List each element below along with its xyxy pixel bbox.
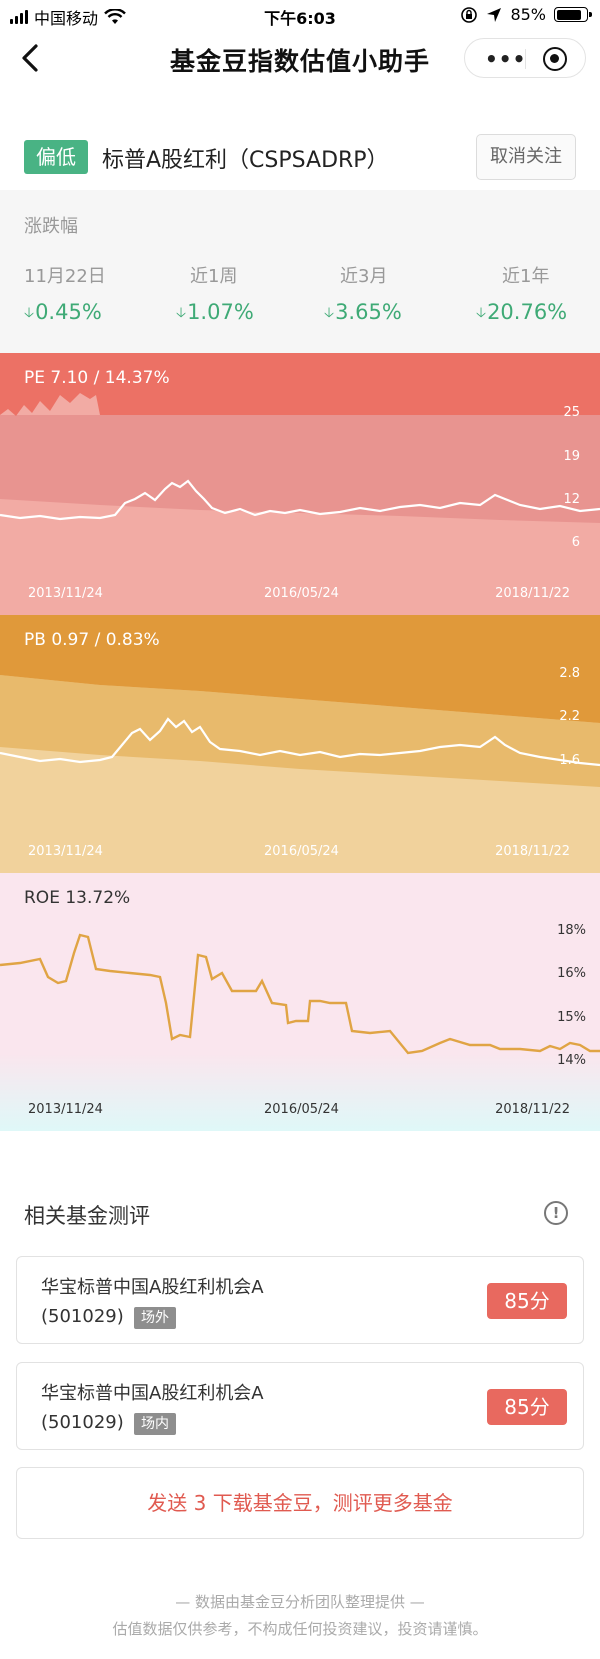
roe-tick: 16% xyxy=(557,966,586,981)
fund-code: (501029) xyxy=(41,1412,124,1433)
fund-card[interactable]: 华宝标普中国A股红利机会A (501029) 场外 85分 xyxy=(16,1256,584,1344)
fund-name: 华宝标普中国A股红利机会A xyxy=(41,1277,264,1298)
pe-line xyxy=(0,479,600,521)
period-label: 近1周 xyxy=(190,266,238,287)
wifi-icon xyxy=(104,9,126,24)
pb-band-top xyxy=(0,615,600,723)
pe-tick: 25 xyxy=(563,405,580,420)
down-arrow-icon: 🡣 xyxy=(176,305,187,321)
roe-line xyxy=(0,933,600,1055)
send-button[interactable]: 发送 3 下载基金豆，测评更多基金 xyxy=(16,1467,584,1539)
pb-tick: 2.2 xyxy=(559,709,580,724)
pe-band-top xyxy=(0,353,600,416)
battery-percent: 85% xyxy=(510,5,546,24)
date-label: 2013/11/24 xyxy=(28,1102,103,1117)
down-arrow-icon: 🡣 xyxy=(476,305,487,321)
index-header: 偏低 标普A股红利（CSPSADRP） 取消关注 xyxy=(0,128,600,188)
pe-tick: 12 xyxy=(563,492,580,507)
footer-credit: — 数据由基金豆分析团队整理提供 — xyxy=(175,1593,425,1611)
location-icon xyxy=(487,7,502,22)
roe-background xyxy=(0,873,600,1131)
down-arrow-icon: 🡣 xyxy=(324,305,335,321)
valuation-badge: 偏低 xyxy=(24,140,88,174)
signal-icon xyxy=(10,10,28,24)
unfollow-button[interactable]: 取消关注 xyxy=(476,134,576,180)
orientation-lock-icon xyxy=(461,6,478,23)
index-name: 标普A股红利（CSPSADRP） xyxy=(102,148,389,173)
period-value: 🡣1.07% xyxy=(176,300,254,324)
fund-market-tag: 场内 xyxy=(134,1413,176,1435)
mini-program-capsule: ••• xyxy=(464,38,586,78)
period-item: 11月22日 🡣0.45% xyxy=(24,262,174,326)
battery-icon xyxy=(554,7,592,22)
date-label: 2013/11/24 xyxy=(28,586,103,601)
pb-tick: 2.8 xyxy=(559,666,580,681)
period-item: 近1年 🡣20.76% xyxy=(476,262,600,326)
date-label: 2016/05/24 xyxy=(264,586,339,601)
roe-tick: 18% xyxy=(557,923,586,938)
roe-chart[interactable]: ROE 13.72% 18% 16% 15% 14% 2013/11/24 20… xyxy=(0,873,600,1131)
more-icon[interactable]: ••• xyxy=(485,47,527,71)
close-miniprogram-icon[interactable] xyxy=(543,47,567,71)
nav-bar: 基金豆指数估值小助手 ••• xyxy=(0,30,600,86)
clock: 下午6:03 xyxy=(264,9,336,28)
period-label: 11月22日 xyxy=(24,266,106,287)
period-item: 近1周 🡣1.07% xyxy=(176,262,326,326)
period-item: 近3月 🡣3.65% xyxy=(324,262,474,326)
pb-label: PB 0.97 / 0.83% xyxy=(24,630,160,650)
period-label: 近3月 xyxy=(340,266,388,287)
carrier-label: 中国移动 xyxy=(34,9,99,28)
fund-score: 85分 xyxy=(487,1283,567,1319)
pe-tick: 6 xyxy=(571,535,580,550)
status-bar: 中国移动 下午6:03 85% xyxy=(0,0,600,30)
pb-chart[interactable]: PB 0.97 / 0.83% 2.8 2.2 1.6 2013/11/24 2… xyxy=(0,615,600,873)
fund-card[interactable]: 华宝标普中国A股红利机会A (501029) 场内 85分 xyxy=(16,1362,584,1450)
pb-line xyxy=(0,717,600,767)
info-icon[interactable]: ! xyxy=(544,1201,568,1225)
pb-band-middle xyxy=(0,675,600,787)
pb-chart-plot xyxy=(0,615,600,873)
date-label: 2018/11/22 xyxy=(495,844,570,859)
date-label: 2018/11/22 xyxy=(495,586,570,601)
down-arrow-icon: 🡣 xyxy=(24,305,35,321)
pe-chart[interactable]: PE 7.10 / 14.37% 25 19 12 6 2013/11/24 2… xyxy=(0,353,600,615)
related-funds-title: 相关基金测评 xyxy=(24,1204,150,1228)
fund-name: 华宝标普中国A股红利机会A xyxy=(41,1383,264,1404)
pb-tick: 1.6 xyxy=(559,753,580,768)
pe-label: PE 7.10 / 14.37% xyxy=(24,368,170,388)
roe-label: ROE 13.72% xyxy=(24,888,131,908)
date-label: 2016/05/24 xyxy=(264,1102,339,1117)
fund-code: (501029) xyxy=(41,1306,124,1327)
fund-score: 85分 xyxy=(487,1389,567,1425)
footer-disclaimer: 估值数据仅供参考，不构成任何投资建议，投资请谨慎。 xyxy=(112,1620,488,1638)
roe-chart-plot xyxy=(0,873,600,1131)
date-label: 2016/05/24 xyxy=(264,844,339,859)
change-label: 涨跌幅 xyxy=(24,216,78,237)
page-title: 基金豆指数估值小助手 xyxy=(169,47,430,76)
change-panel: 涨跌幅 11月22日 🡣0.45% 近1周 🡣1.07% 近3月 🡣3.65% … xyxy=(0,190,600,353)
date-label: 2018/11/22 xyxy=(495,1102,570,1117)
pe-tick: 19 xyxy=(563,449,580,464)
period-value: 🡣3.65% xyxy=(324,300,402,324)
back-icon[interactable] xyxy=(14,40,50,76)
roe-tick: 15% xyxy=(557,1010,586,1025)
period-value: 🡣0.45% xyxy=(24,300,102,324)
period-label: 近1年 xyxy=(502,266,550,287)
roe-tick: 14% xyxy=(557,1053,586,1068)
date-label: 2013/11/24 xyxy=(28,844,103,859)
fund-market-tag: 场外 xyxy=(134,1307,176,1329)
pe-chart-plot xyxy=(0,353,600,615)
period-value: 🡣20.76% xyxy=(476,300,568,324)
